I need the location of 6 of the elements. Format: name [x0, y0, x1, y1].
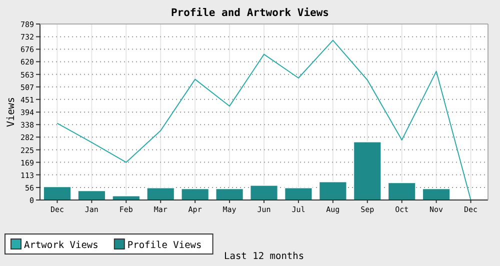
- chart-title: Profile and Artwork Views: [170, 7, 330, 19]
- line-series: [56, 40, 472, 200]
- y-axis-title: Views: [6, 96, 17, 128]
- legend-label: Artwork Views: [24, 240, 98, 251]
- legend-label: Profile Views: [127, 240, 202, 251]
- text: Last 12 months: [224, 251, 304, 262]
